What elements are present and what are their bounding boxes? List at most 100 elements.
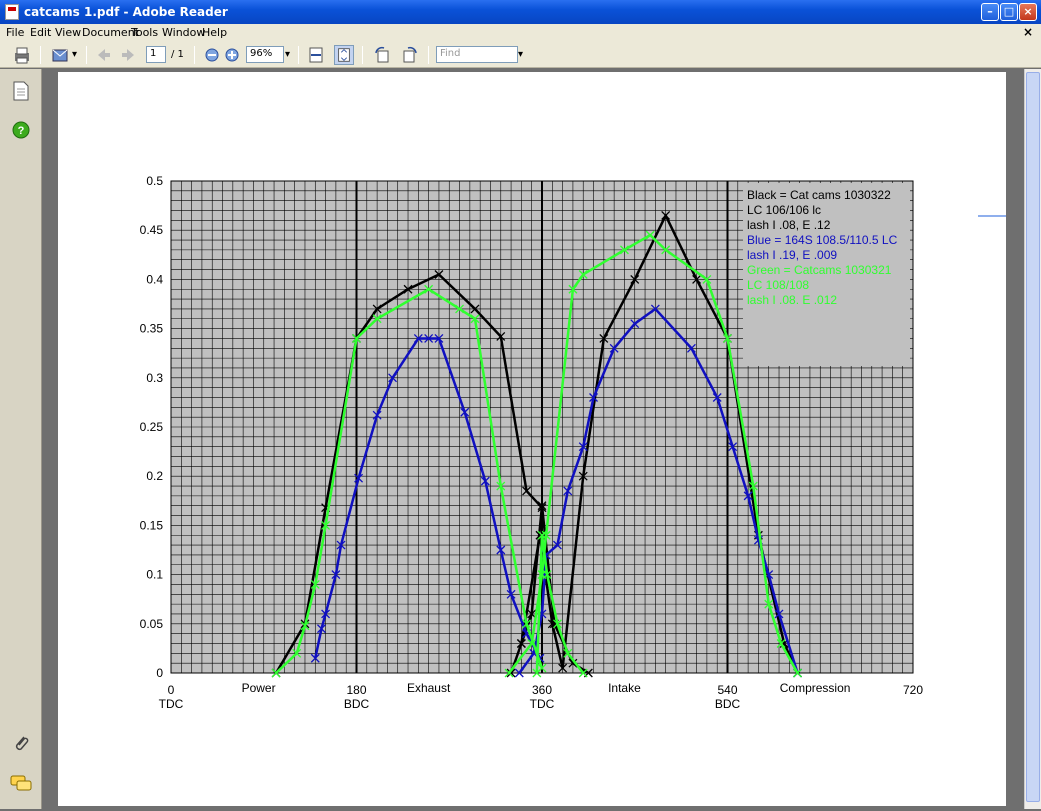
data-point-marker (372, 410, 382, 420)
data-point-marker (552, 619, 562, 629)
data-point-marker (504, 668, 514, 678)
navigation-panel: ? (0, 69, 42, 809)
data-point-marker (496, 545, 506, 555)
stroke-label: Exhaust (407, 681, 451, 695)
previous-page-icon[interactable] (94, 45, 114, 65)
close-button[interactable]: × (1019, 3, 1037, 21)
pdf-page: Black = Cat cams 1030322 LC 106/106 lc las… (58, 72, 1006, 806)
data-point-marker (589, 393, 598, 402)
menu-edit[interactable]: Edit (30, 26, 52, 39)
print-icon[interactable] (12, 45, 32, 65)
zoom-dropdown-chevron-icon[interactable]: ▾ (285, 49, 291, 60)
zoom-out-icon[interactable] (202, 45, 222, 65)
zoom-level-input[interactable]: 96% (246, 46, 284, 63)
data-point-marker (568, 658, 578, 668)
data-point-marker (514, 668, 524, 678)
maximize-button[interactable]: □ (1000, 3, 1018, 21)
y-tick-label: 0.2 (146, 469, 163, 483)
legend-text: Black = Cat cams 1030322 (747, 188, 891, 202)
menu-help[interactable]: Help (202, 26, 228, 39)
data-point-marker (516, 639, 526, 648)
data-point-marker (460, 407, 470, 417)
fit-width-icon[interactable] (306, 45, 326, 65)
x-tick-label: 720 (903, 683, 923, 697)
data-point-marker (563, 486, 573, 496)
data-point-marker (743, 491, 753, 501)
data-point-marker (424, 333, 434, 343)
data-point-marker (609, 343, 619, 353)
data-point-marker (793, 668, 803, 678)
data-point-marker (537, 530, 547, 540)
menu-tools[interactable]: Tools (131, 26, 159, 39)
data-point-marker (372, 314, 382, 324)
attachment-paperclip-icon[interactable] (12, 733, 30, 753)
pages-icon[interactable] (12, 81, 30, 101)
data-point-marker (434, 333, 444, 343)
x-tick-sublabel: BDC (344, 697, 370, 711)
y-tick-label: 0 (156, 666, 163, 680)
find-dropdown-chevron-icon[interactable]: ▾ (518, 49, 524, 60)
data-point-marker (563, 648, 573, 658)
find-input[interactable]: Find (436, 46, 518, 63)
scrollbar-thumb[interactable] (1026, 72, 1040, 802)
page-number-input[interactable]: 1 (146, 46, 166, 63)
data-point-marker (537, 501, 547, 511)
data-point-marker (352, 333, 361, 343)
document-area: Black = Cat cams 1030322 LC 106/106 lc las… (42, 69, 1024, 809)
y-tick-label: 0.1 (146, 568, 163, 582)
data-point-marker (388, 373, 398, 383)
data-point-marker (292, 648, 302, 658)
menu-view[interactable]: View (55, 26, 82, 39)
data-point-marker (542, 570, 552, 580)
stroke-label: Power (242, 681, 276, 695)
rotate-counterclockwise-icon[interactable] (372, 45, 392, 65)
legend-text: LC 106/106 lc (747, 203, 821, 217)
toolbar: ▾ 1 / 1 96% ▾ Find ▾ (0, 42, 1041, 68)
document-close-icon[interactable]: × (1022, 25, 1033, 39)
next-page-icon[interactable] (118, 45, 138, 65)
x-tick-sublabel: TDC (159, 697, 184, 711)
data-point-marker (748, 481, 758, 491)
menu-window[interactable]: Window (162, 26, 206, 39)
data-point-marker (578, 270, 588, 279)
vertical-scrollbar[interactable] (1024, 69, 1041, 809)
data-point-marker (506, 668, 516, 678)
data-point-marker (317, 624, 326, 634)
data-point-marker (578, 471, 588, 481)
data-point-marker (702, 274, 712, 284)
data-point-marker (645, 230, 655, 240)
window-titlebar: catcams 1.pdf - Adobe Reader – □ × (0, 0, 1041, 24)
data-point-marker (619, 245, 629, 255)
data-point-marker (527, 639, 537, 648)
legend-text: lash I .19, E .009 (747, 248, 837, 262)
menu-file[interactable]: File (6, 26, 25, 39)
minimize-button[interactable]: – (981, 3, 999, 21)
data-point-marker (470, 304, 480, 314)
y-tick-label: 0.35 (140, 322, 164, 336)
legend-text: lash I .08. E .012 (747, 293, 837, 307)
zoom-in-icon[interactable] (222, 45, 242, 65)
help-icon[interactable]: ? (12, 121, 30, 139)
x-tick-label: 540 (717, 683, 737, 697)
data-point-marker (630, 274, 640, 284)
chevron-down-icon[interactable]: ▾ (72, 49, 78, 60)
menu-document[interactable]: Document (82, 26, 139, 39)
stroke-label: Compression (780, 681, 851, 695)
data-point-marker (300, 621, 310, 631)
rotate-clockwise-icon[interactable] (400, 45, 420, 65)
data-point-marker (686, 343, 696, 353)
pdf-document-icon (5, 4, 19, 20)
email-collaborate-icon[interactable] (50, 45, 70, 65)
legend-box (743, 183, 910, 366)
data-point-marker (650, 304, 660, 314)
comments-icon[interactable] (10, 775, 32, 793)
page-total: / 1 (171, 49, 184, 60)
y-tick-label: 0.5 (146, 174, 163, 188)
data-point-marker (331, 570, 341, 580)
y-tick-label: 0.05 (140, 617, 164, 631)
fit-page-icon[interactable] (334, 45, 354, 65)
data-point-marker (321, 520, 331, 530)
x-tick-sublabel: TDC (530, 697, 555, 711)
legend-text: lash I .08, E .12 (747, 218, 831, 232)
